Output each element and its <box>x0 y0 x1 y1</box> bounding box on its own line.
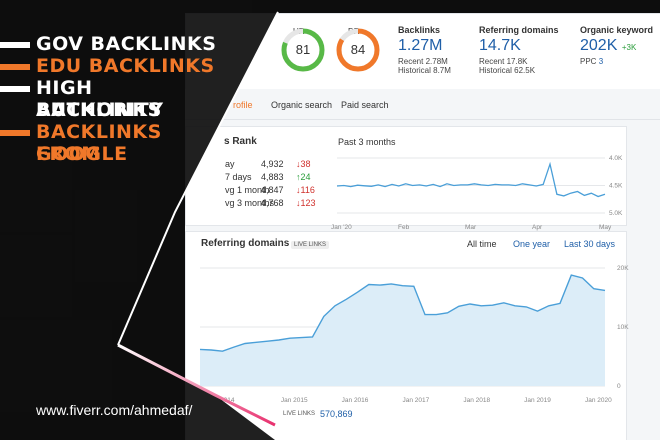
rank-row-value: 4,932 <box>261 159 284 169</box>
backlinks-metric: Backlinks 1.27M Recent 2.78M Historical … <box>398 25 473 75</box>
ppc-value[interactable]: 3 <box>598 57 604 66</box>
organic-keywords-change: +3K <box>621 43 637 52</box>
x-tick-label: Jan 2016 <box>342 397 369 404</box>
organic-keywords-metric: Organic keyword 202K +3K PPC 3 <box>580 25 660 66</box>
y-tick-label: 5.0K <box>609 210 623 217</box>
referring-domains-label: Referring domains <box>479 25 559 35</box>
rank-row-change: ↓116 <box>296 185 315 195</box>
y-tick-label: 20K <box>617 265 629 272</box>
referring-domains-title: Referring domains <box>201 238 290 249</box>
x-tick-label: Jan 2017 <box>403 397 430 404</box>
footer-live-links-value[interactable]: 570,869 <box>320 409 353 419</box>
ppc-label: PPC <box>580 57 597 66</box>
ur-gauge <box>281 28 325 72</box>
promo-line-text: BACKLINKS <box>36 99 162 121</box>
promo-line-text: EDU BACKLINKS <box>36 55 215 77</box>
x-tick-label: Jan 2020 <box>585 397 612 404</box>
seo-dashboard-panel: UR 81 DR 84 Backlinks 1.27M Recent 2.78M… <box>185 13 660 440</box>
dr-gauge <box>336 28 380 72</box>
footer-live-links-badge: LIVE LINKS <box>283 411 316 417</box>
x-tick-label: Jan 2019 <box>524 397 551 404</box>
promo-line: BACKLINKS <box>0 99 220 121</box>
promo-line: GOOGLE <box>0 143 220 165</box>
tab-organic-search[interactable]: Organic search <box>271 100 333 110</box>
ur-value: 81 <box>295 42 311 57</box>
rank-row-change: ↓38 <box>296 159 311 169</box>
filter-one-year[interactable]: One year <box>513 239 551 249</box>
ur-metric: UR 81 <box>278 23 328 83</box>
referring-domains-value[interactable]: 14.7K <box>479 37 521 54</box>
promo-line: BACKLINKS FROM <box>0 121 220 165</box>
x-tick-label: Feb <box>398 224 410 231</box>
filter-all-time[interactable]: All time <box>467 239 497 249</box>
backlinks-label: Backlinks <box>398 25 441 35</box>
rank-row-label: vg 1 month <box>225 185 270 195</box>
rank-row-value: 4,883 <box>261 172 284 182</box>
promo-line: GOV BACKLINKS <box>0 33 220 55</box>
organic-keywords-label: Organic keyword <box>580 25 654 35</box>
filter-last-30-days[interactable]: Last 30 days <box>564 239 616 249</box>
referring-domains-metric: Referring domains 14.7K Recent 17.8K His… <box>479 25 569 75</box>
tab-paid-search[interactable]: Paid search <box>341 100 389 110</box>
backlinks-recent: Recent 2.78M <box>398 57 448 66</box>
promo-line-bar <box>0 42 30 48</box>
referring-domains-historical: Historical 62.5K <box>479 66 536 75</box>
promo-line-bar <box>0 64 30 70</box>
referring-domains-recent: Recent 17.8K <box>479 57 528 66</box>
x-tick-label: Jan 2015 <box>281 397 308 404</box>
promo-line-text: BACKLINKS FROM <box>36 121 162 165</box>
x-tick-label: Jan 2018 <box>463 397 490 404</box>
y-tick-label: 0 <box>617 383 621 390</box>
rank-row-label: ay <box>225 159 235 169</box>
rank-row-value: 4,768 <box>261 198 284 208</box>
rank-series-line <box>336 161 606 198</box>
x-tick-label: Mar <box>465 224 477 231</box>
dr-value: 84 <box>350 42 366 57</box>
y-tick-label: 10K <box>617 324 629 331</box>
promo-line-bar <box>0 86 30 92</box>
promo-line-text: GOV BACKLINKS <box>36 33 217 55</box>
tab-overview[interactable]: rofile <box>233 100 253 110</box>
promo-line-bar <box>0 130 30 136</box>
rank-row-label: 7 days <box>225 172 252 182</box>
rank-period-label: Past 3 months <box>338 137 396 147</box>
rank-row-label: vg 3 months <box>225 198 275 208</box>
x-tick-label: Apr <box>532 224 543 231</box>
backlinks-historical: Historical 8.7M <box>398 66 451 75</box>
promo-line: EDU BACKLINKS <box>0 55 220 77</box>
x-tick-label: Jan '20 <box>331 224 352 231</box>
y-tick-label: 4.0K <box>609 155 623 162</box>
rank-row-change: ↑24 <box>296 172 311 182</box>
backlinks-value[interactable]: 1.27M <box>398 37 443 54</box>
dr-metric: DR 84 <box>333 23 383 83</box>
promo-line: HIGH AUTHORITY <box>0 77 220 121</box>
promo-line-text: GOOGLE <box>36 143 128 165</box>
rank-title: s Rank <box>224 136 257 147</box>
y-tick-label: 4.5K <box>609 183 623 190</box>
rank-row-change: ↓123 <box>296 198 316 208</box>
organic-keywords-value[interactable]: 202K <box>580 37 618 54</box>
fiverr-url[interactable]: www.fiverr.com/ahmedaf/ <box>36 402 193 418</box>
live-links-badge: LIVE LINKS <box>291 241 330 249</box>
referring-domains-line <box>199 274 606 352</box>
promo-headline: GOV BACKLINKS EDU BACKLINKS HIGH AUTHORITY… <box>0 33 220 165</box>
tab-bar <box>185 89 660 120</box>
x-tick-label: May <box>599 224 612 231</box>
rank-history-chart: 4.0K 4.5K 5.0K Jan '20 Feb Mar Apr May <box>331 155 623 231</box>
rank-row-value: 4,847 <box>261 185 284 195</box>
promo-line-text: HIGH AUTHORITY <box>36 77 164 121</box>
